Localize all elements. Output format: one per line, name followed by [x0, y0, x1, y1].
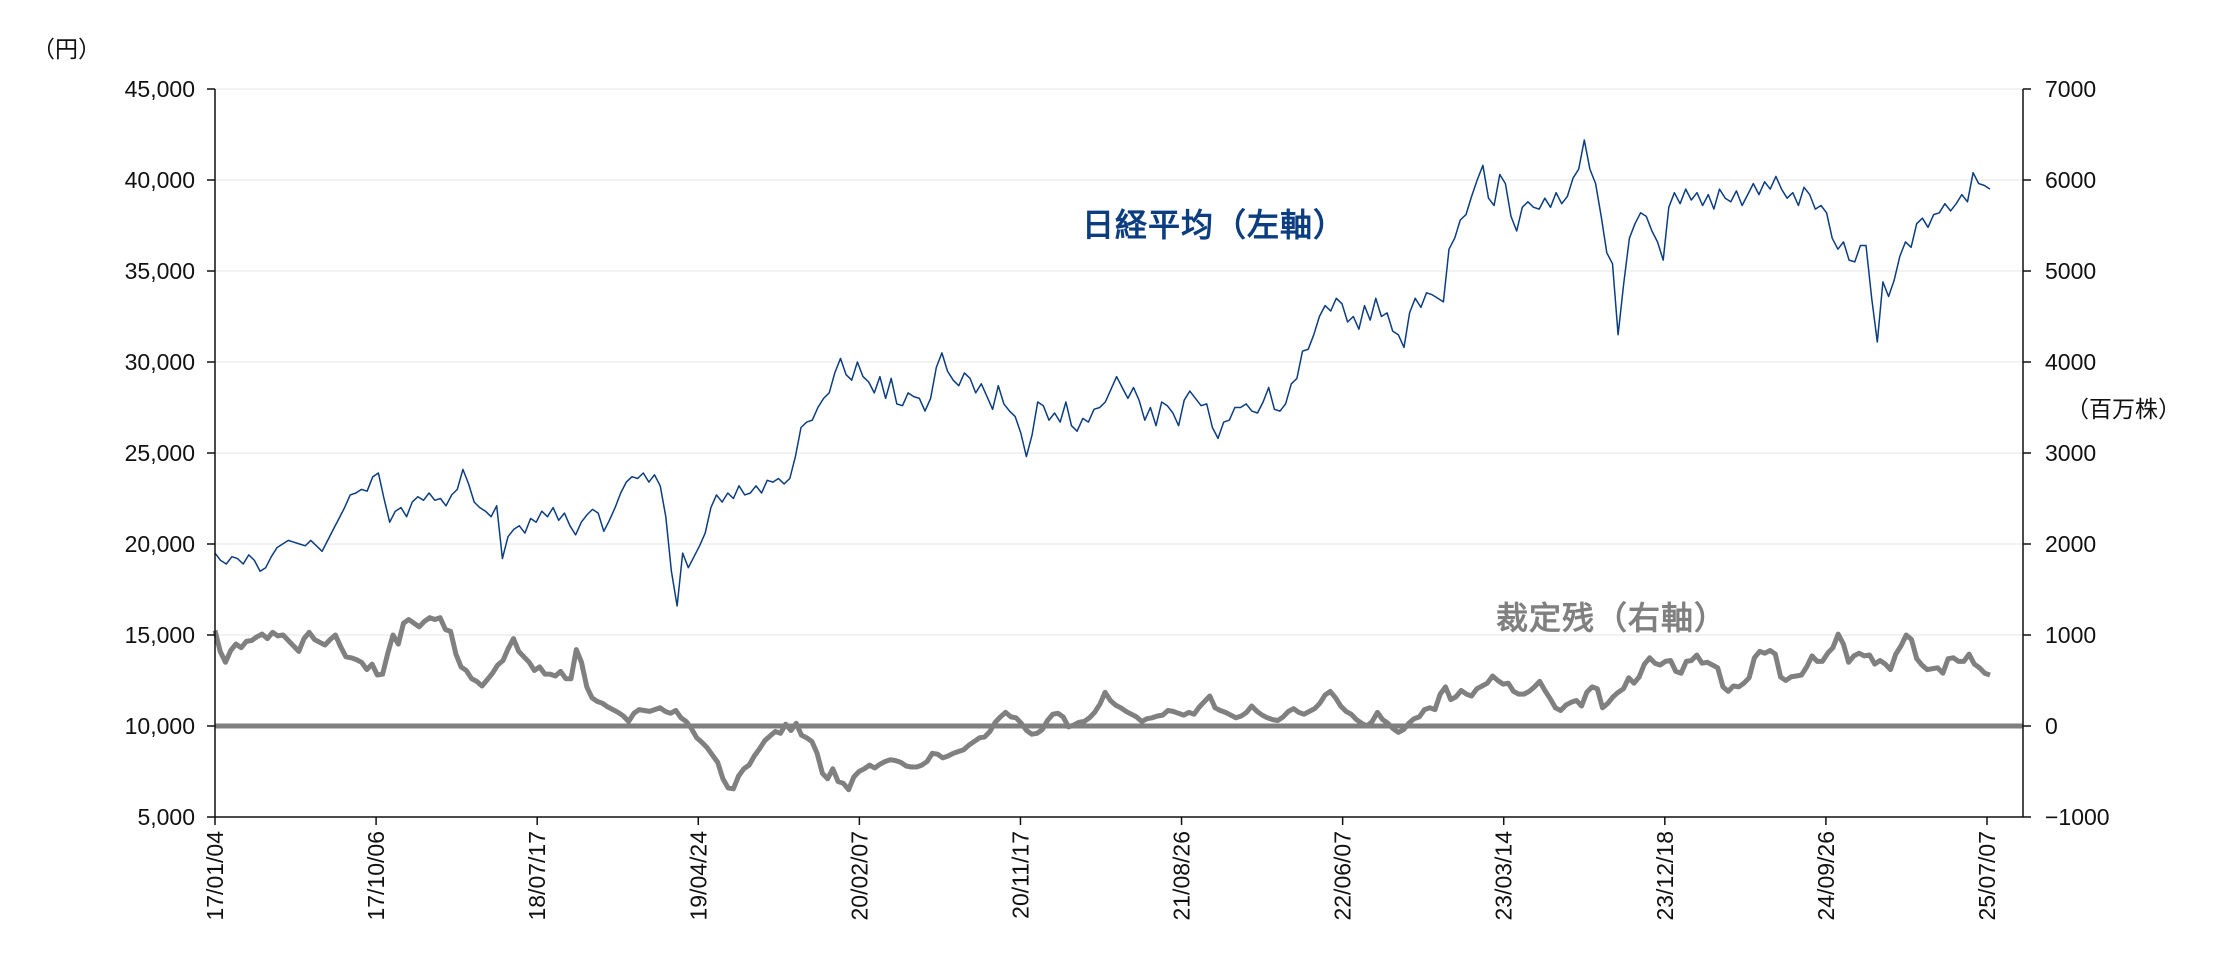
left-tick-label: 15,000 [125, 622, 195, 648]
nikkei-polyline [214, 139, 1991, 607]
left-tick-label: 30,000 [125, 349, 195, 375]
arbitrage-polyline [212, 615, 1991, 793]
x-tick-label: 23/12/18 [1652, 831, 1678, 921]
left-tick-label: 45,000 [125, 76, 195, 102]
right-tick-label: 5000 [2045, 258, 2096, 284]
x-tick-label: 22/06/07 [1330, 831, 1356, 921]
x-tick-label: 17/01/04 [202, 831, 228, 921]
left-tick-label: 10,000 [125, 713, 195, 739]
left-tick-label: 25,000 [125, 440, 195, 466]
right-tick-label: 3000 [2045, 440, 2096, 466]
x-tick-label: 24/09/26 [1813, 831, 1839, 921]
x-tick-label: 21/08/26 [1169, 831, 1195, 921]
right-tick-label: 1000 [2045, 622, 2096, 648]
gridlines [215, 88, 2023, 727]
x-tick-label: 17/10/06 [363, 831, 389, 921]
left-tick-label: 5,000 [137, 804, 195, 830]
left-axis-unit-label: （円） [32, 37, 101, 63]
x-tick-label: 20/11/17 [1007, 831, 1033, 919]
right-tick-label: 7000 [2045, 76, 2096, 102]
x-tick-label: 23/03/14 [1491, 831, 1517, 921]
right-axis-unit-label: （百万株） [2066, 397, 2181, 423]
left-tick-label: 40,000 [125, 167, 195, 193]
right-tick-label: 6000 [2045, 167, 2096, 193]
left-tick-label: 20,000 [125, 531, 195, 557]
left-tick-label: 35,000 [125, 258, 195, 284]
right-tick-label: −1000 [2045, 804, 2110, 830]
right-tick-label: 0 [2045, 713, 2058, 739]
arbitrage-balance-line [212, 615, 1991, 793]
right-tick-label: 2000 [2045, 531, 2096, 557]
x-tick-label: 25/07/07 [1974, 831, 2000, 921]
axes: 45,000 40,000 35,000 30,000 25,000 20,000 15,0… [125, 76, 2110, 921]
x-tick-label: 19/04/24 [685, 831, 711, 921]
x-tick-label: 20/02/07 [846, 831, 872, 921]
legend-arbitrage-balance: 裁定残（右軸） [1496, 599, 1728, 637]
x-tick-label: 18/07/17 [524, 831, 550, 921]
right-tick-label: 4000 [2045, 349, 2096, 375]
legend-nikkei: 日経平均（左軸） [1082, 206, 1347, 244]
nikkei-line [214, 139, 1991, 607]
